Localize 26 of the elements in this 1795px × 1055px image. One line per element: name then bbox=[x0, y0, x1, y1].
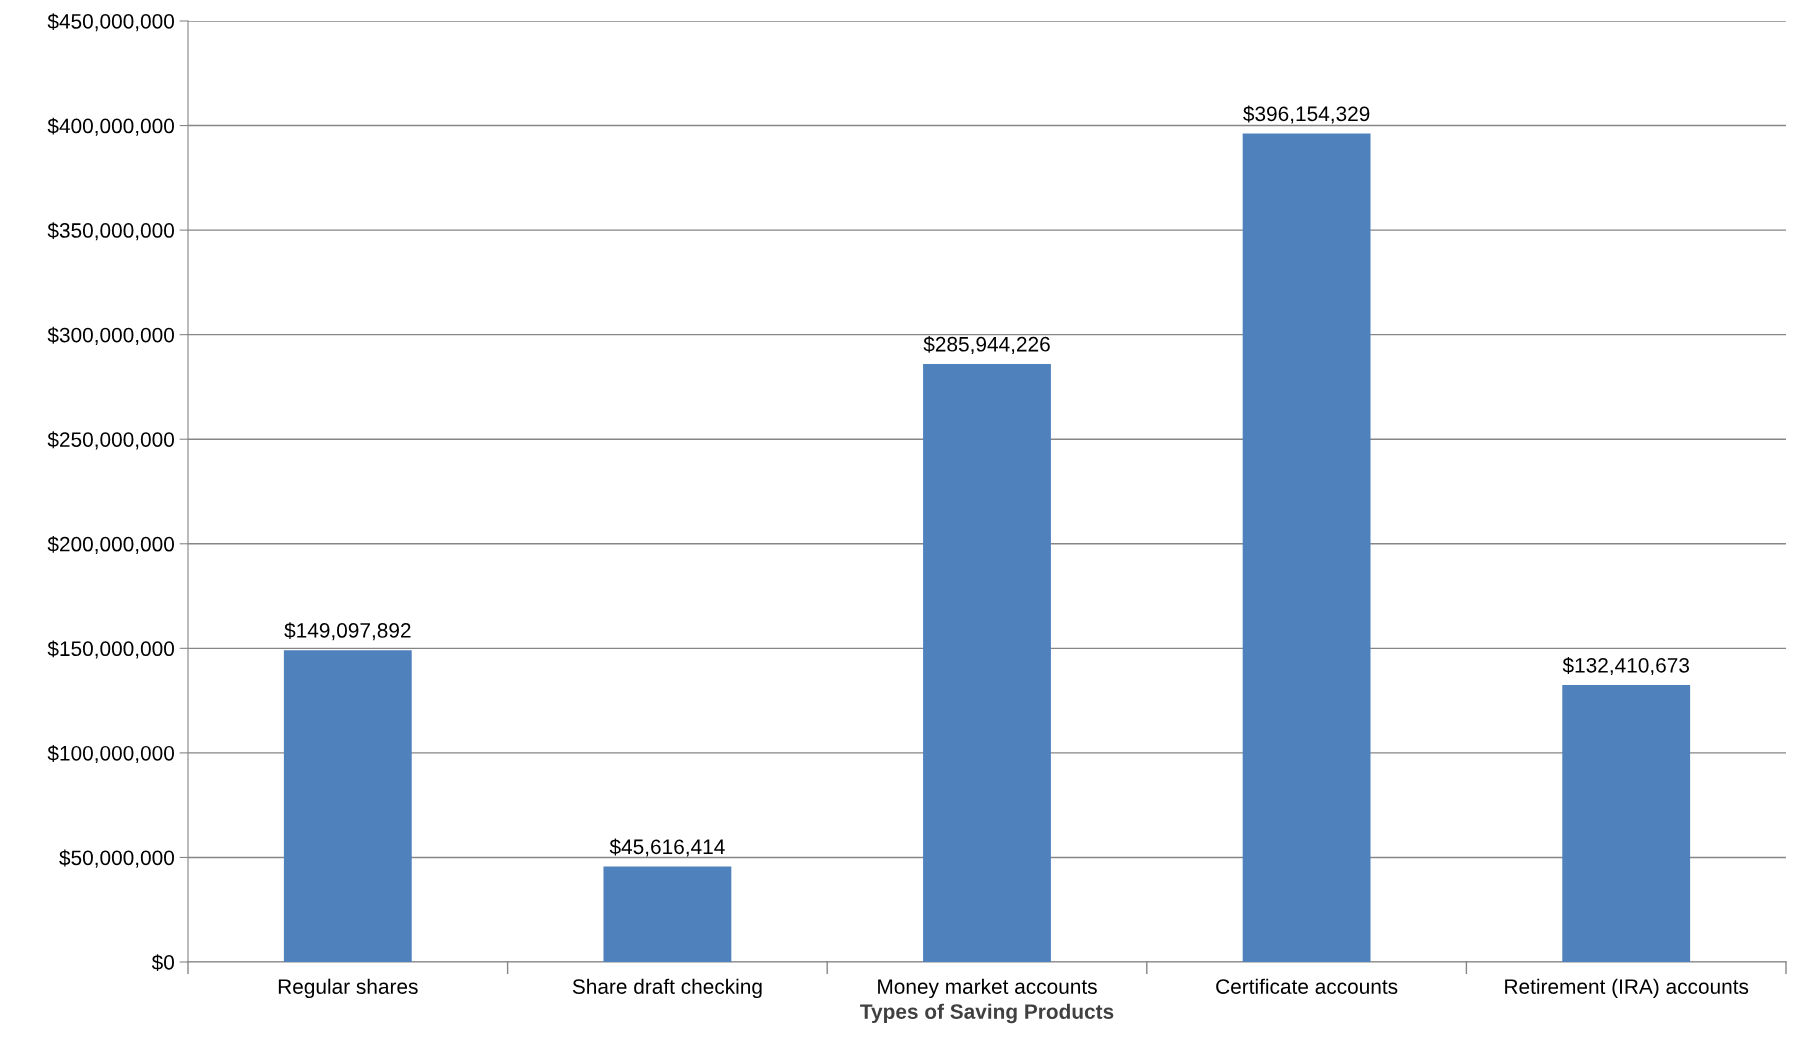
bar bbox=[1242, 133, 1371, 962]
x-axis-title: Types of Saving Products bbox=[860, 1003, 1114, 1024]
x-tick-label: Retirement (IRA) accounts bbox=[1505, 978, 1749, 999]
y-tick-label: $450,000,000 bbox=[47, 13, 174, 32]
data-label: $396,154,329 bbox=[1243, 105, 1370, 124]
x-tick-label: Certificate accounts bbox=[1216, 978, 1398, 994]
y-tick-label: $350,000,000 bbox=[47, 222, 174, 241]
bar bbox=[603, 866, 732, 962]
data-label: $285,944,226 bbox=[923, 335, 1050, 355]
y-tick-label: $250,000,000 bbox=[47, 431, 174, 450]
bar bbox=[923, 364, 1051, 962]
y-tick-label: $100,000,000 bbox=[47, 745, 174, 764]
x-tick-label: Share draft checking bbox=[572, 978, 762, 999]
y-tick-label: $0 bbox=[151, 954, 174, 971]
y-tick-label: $150,000,000 bbox=[47, 640, 174, 659]
data-label: $45,616,414 bbox=[609, 838, 725, 857]
y-tick-label: $200,000,000 bbox=[47, 535, 174, 554]
y-tick-label: $50,000,000 bbox=[59, 849, 174, 868]
x-tick-label: Regular shares bbox=[278, 978, 418, 999]
x-tick-label: Money market accounts bbox=[878, 978, 1097, 999]
y-tick-label: $400,000,000 bbox=[47, 117, 174, 136]
y-tick-label: $300,000,000 bbox=[47, 326, 174, 345]
data-label: $149,097,892 bbox=[284, 622, 411, 641]
data-label: $132,410,673 bbox=[1562, 657, 1690, 676]
bar bbox=[283, 650, 412, 962]
bar bbox=[1562, 685, 1691, 962]
